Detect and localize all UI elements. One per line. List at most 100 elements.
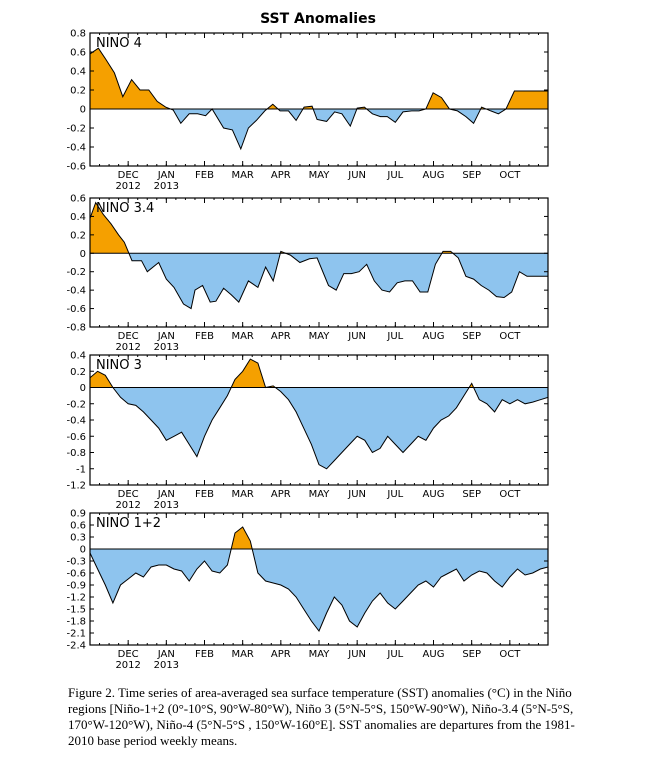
panel-label: NINO 3 <box>96 358 142 373</box>
x-tick-year-label: 2013 <box>154 181 179 192</box>
x-tick-label: MAY <box>309 331 331 342</box>
x-tick-label: APR <box>271 170 291 181</box>
x-tick-label: JAN <box>157 649 175 660</box>
y-tick-label: 0.6 <box>70 521 86 532</box>
y-tick-label: 0.4 <box>70 67 86 78</box>
series-area <box>90 358 548 470</box>
y-tick-label: -1.2 <box>66 481 86 492</box>
x-tick-label: JAN <box>157 331 175 342</box>
x-tick-label: OCT <box>499 170 521 181</box>
y-tick-label: -2.1 <box>66 629 86 640</box>
x-tick-label: MAR <box>231 170 253 181</box>
y-tick-label: -0.6 <box>66 304 86 315</box>
panel-label: NINO 1+2 <box>96 516 161 531</box>
y-tick-label: 0.2 <box>70 230 86 241</box>
x-tick-year-label: 2013 <box>154 660 179 671</box>
y-tick-label: -0.4 <box>66 143 86 154</box>
series-area <box>90 201 548 310</box>
x-tick-year-label: 2012 <box>115 342 140 353</box>
y-tick-label: -0.3 <box>66 557 86 568</box>
y-tick-label: 0.9 <box>70 509 86 520</box>
x-tick-label: MAY <box>309 489 331 500</box>
negative-anomaly-area <box>90 549 548 631</box>
x-tick-label: MAR <box>231 331 253 342</box>
y-tick-label: -1 <box>76 464 86 475</box>
y-tick-label: -0.8 <box>66 448 86 459</box>
panel-nino-1-2: 0.90.60.30-0.3-0.6-0.9-1.2-1.5-1.8-2.1-2… <box>66 509 549 671</box>
x-tick-label: FEB <box>195 649 214 660</box>
x-tick-label: MAY <box>309 170 331 181</box>
y-tick-label: 0.8 <box>70 29 86 40</box>
y-tick-label: 0 <box>80 105 86 116</box>
x-tick-label: JAN <box>157 170 175 181</box>
y-tick-label: -0.9 <box>66 581 86 592</box>
x-tick-label: SEP <box>462 649 481 660</box>
x-tick-label: AUG <box>423 170 445 181</box>
y-tick-label: -1.2 <box>66 593 86 604</box>
x-tick-label: SEP <box>462 489 481 500</box>
x-tick-label: JUN <box>347 331 366 342</box>
x-tick-label: FEB <box>195 489 214 500</box>
y-tick-label: -0.2 <box>66 399 86 410</box>
x-tick-label: MAR <box>231 489 253 500</box>
y-tick-label: 0.6 <box>70 48 86 59</box>
negative-anomaly-area <box>90 109 548 149</box>
chart-title: SST Anomalies <box>260 11 376 27</box>
series-area <box>90 526 548 632</box>
y-tick-label: -0.4 <box>66 286 86 297</box>
x-tick-year-label: 2012 <box>115 660 140 671</box>
x-tick-label: JUN <box>347 649 366 660</box>
x-tick-label: AUG <box>423 489 445 500</box>
x-tick-label: DEC <box>118 331 139 342</box>
x-tick-label: FEB <box>195 331 214 342</box>
plot-frame <box>89 32 549 167</box>
x-tick-year-label: 2013 <box>154 500 179 511</box>
y-tick-label: -0.2 <box>66 267 86 278</box>
y-tick-label: -1.5 <box>66 605 86 616</box>
y-tick-label: 0 <box>80 545 86 556</box>
x-tick-year-label: 2013 <box>154 342 179 353</box>
y-tick-label: 0.4 <box>70 212 86 223</box>
x-tick-label: JUN <box>347 170 366 181</box>
chart-panels: 0.80.60.40.20-0.2-0.4-0.6DEC2012JAN2013F… <box>66 29 549 671</box>
panel-label: NINO 4 <box>96 36 142 51</box>
y-tick-label: -0.6 <box>66 432 86 443</box>
negative-anomaly-area <box>90 387 548 469</box>
x-tick-label: DEC <box>118 649 139 660</box>
y-tick-label: -0.4 <box>66 416 86 427</box>
y-tick-label: -0.2 <box>66 124 86 135</box>
series-line <box>90 526 548 632</box>
x-tick-label: JUL <box>386 331 403 342</box>
x-tick-label: OCT <box>499 489 521 500</box>
x-tick-label: SEP <box>462 170 481 181</box>
series-area <box>90 47 548 151</box>
y-tick-label: -0.6 <box>66 162 86 173</box>
positive-anomaly-area <box>90 48 548 109</box>
x-tick-label: JUL <box>386 649 403 660</box>
x-tick-label: SEP <box>462 331 481 342</box>
x-tick-label: APR <box>271 331 291 342</box>
y-tick-label: 0.2 <box>70 367 86 378</box>
x-tick-label: JUN <box>347 489 366 500</box>
figure-caption: Figure 2. Time series of area-averaged s… <box>68 685 575 748</box>
panel-label: NINO 3.4 <box>96 201 154 216</box>
y-tick-label: 0 <box>80 383 86 394</box>
y-tick-label: 0 <box>80 249 86 260</box>
x-tick-label: JUL <box>386 489 403 500</box>
series-line <box>90 201 548 310</box>
x-tick-label: AUG <box>423 649 445 660</box>
y-tick-label: -1.8 <box>66 617 86 628</box>
x-tick-label: APR <box>271 649 291 660</box>
x-tick-label: APR <box>271 489 291 500</box>
x-tick-label: JUL <box>386 170 403 181</box>
series-line <box>90 47 548 151</box>
x-tick-year-label: 2012 <box>115 500 140 511</box>
x-tick-label: AUG <box>423 331 445 342</box>
x-tick-label: FEB <box>195 170 214 181</box>
y-tick-label: -0.6 <box>66 569 86 580</box>
x-tick-label: OCT <box>499 331 521 342</box>
y-tick-label: -2.4 <box>66 641 86 652</box>
